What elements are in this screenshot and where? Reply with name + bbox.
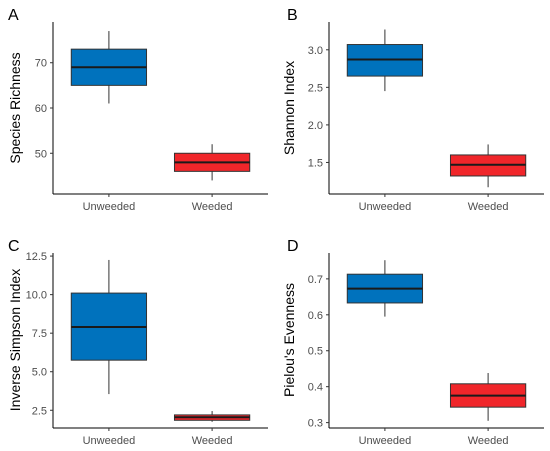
y-tick-label: 0.4	[308, 382, 323, 394]
x-tick-label: Unweeded	[359, 201, 412, 213]
y-axis-title: Species Richness	[7, 52, 23, 163]
y-tick-label: 0.6	[308, 310, 323, 322]
y-tick-label: 5.0	[32, 367, 47, 379]
y-tick-label: 50	[35, 148, 47, 160]
x-tick-label: Weeded	[468, 435, 509, 447]
y-tick-label: 10.0	[26, 290, 47, 302]
panel-d: D Pielou's Evenness 0.3 0.4 0.5 0.6 0.7 Unweede…	[281, 238, 544, 447]
x-tick-label: Unweeded	[83, 435, 136, 447]
panel-label: D	[287, 238, 299, 255]
panel-label: B	[287, 7, 298, 24]
y-tick-label: 0.3	[308, 418, 323, 430]
panel-label: A	[8, 7, 19, 24]
x-tick-label: Weeded	[192, 435, 233, 447]
panel-a: A Species Richness 50 60 70 Unweeded Weeded	[7, 7, 268, 213]
y-tick-label: 0.5	[308, 346, 323, 358]
y-tick-label: 12.5	[26, 251, 47, 263]
y-tick-label: 3.0	[308, 45, 323, 57]
y-tick-label: 2.5	[32, 405, 47, 417]
panel-c: C Inverse Simpson Index 2.5 5.0 7.5 10.0 12.5 U…	[7, 238, 268, 447]
y-tick-label: 70	[35, 58, 47, 70]
y-tick-label: 2.0	[308, 120, 323, 132]
y-tick-label: 7.5	[32, 328, 47, 340]
y-tick-label: 0.7	[308, 274, 323, 286]
panel-b: B Shannon Index 1.5 2.0 2.5 3.0 Unweeded Weeded	[281, 7, 544, 213]
y-axis-title: Shannon Index	[281, 61, 297, 155]
y-axis-title: Inverse Simpson Index	[7, 269, 23, 411]
panels-group: A Species Richness 50 60 70 Unweeded Weeded B Sh…	[7, 7, 544, 447]
x-tick-label: Weeded	[192, 201, 233, 213]
x-tick-label: Unweeded	[83, 201, 136, 213]
y-tick-label: 60	[35, 103, 47, 115]
panel-label: C	[8, 238, 20, 255]
x-tick-label: Weeded	[468, 201, 509, 213]
y-tick-label: 2.5	[308, 82, 323, 94]
x-tick-label: Unweeded	[359, 435, 412, 447]
y-axis-title: Pielou's Evenness	[281, 283, 297, 397]
y-tick-label: 1.5	[308, 157, 323, 169]
